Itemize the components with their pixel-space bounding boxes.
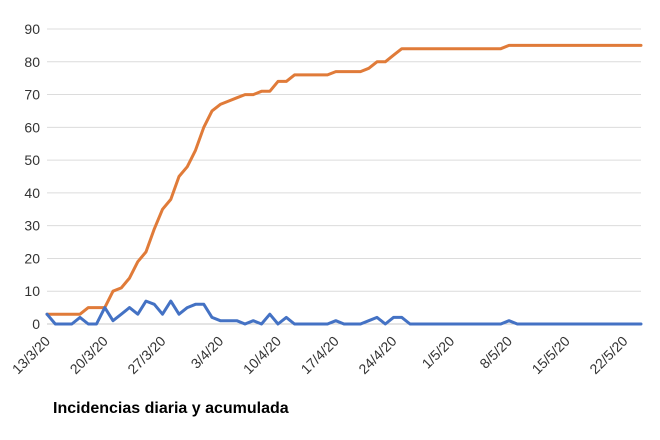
x-tick-label: 3/4/20 — [188, 333, 227, 372]
series-lines — [45, 43, 643, 326]
x-tick-label: 24/4/20 — [355, 333, 399, 377]
x-axis-tick-labels: 13/3/20 20/3/20 27/3/20 3/4/20 10/4/20 17/4/2… — [9, 333, 631, 377]
series-line-0 — [45, 43, 643, 316]
x-tick-label: 15/5/20 — [529, 333, 573, 377]
y-tick-label: 20 — [24, 250, 40, 266]
x-tick-label: 22/5/20 — [586, 333, 630, 377]
x-tick-label: 27/3/20 — [124, 333, 168, 377]
x-tick-label: 8/5/20 — [476, 333, 515, 372]
gridlines — [47, 28, 641, 325]
x-tick-label: 17/4/20 — [298, 333, 342, 377]
y-tick-label: 80 — [24, 54, 40, 70]
x-tick-label: 1/5/20 — [419, 333, 458, 372]
chart-caption: Incidencias diaria y acumulada — [53, 400, 289, 417]
y-tick-label: 0 — [32, 316, 40, 332]
y-tick-label: 70 — [24, 87, 40, 103]
y-tick-label: 50 — [24, 152, 40, 168]
y-tick-label: 60 — [24, 119, 40, 135]
line-chart: 0 10 20 30 40 50 60 70 80 90 13/3/20 20/3/20 27/3/2… — [9, 21, 643, 377]
series-line-1 — [45, 299, 643, 326]
y-tick-label: 40 — [24, 185, 40, 201]
x-tick-label: 13/3/20 — [9, 333, 53, 377]
y-tick-label: 10 — [24, 283, 40, 299]
y-axis-tick-labels: 0 10 20 30 40 50 60 70 80 90 — [24, 21, 40, 332]
x-tick-label: 20/3/20 — [67, 333, 111, 377]
x-tick-label: 10/4/20 — [240, 333, 284, 377]
y-tick-label: 30 — [24, 218, 40, 234]
y-tick-label: 90 — [24, 21, 40, 37]
